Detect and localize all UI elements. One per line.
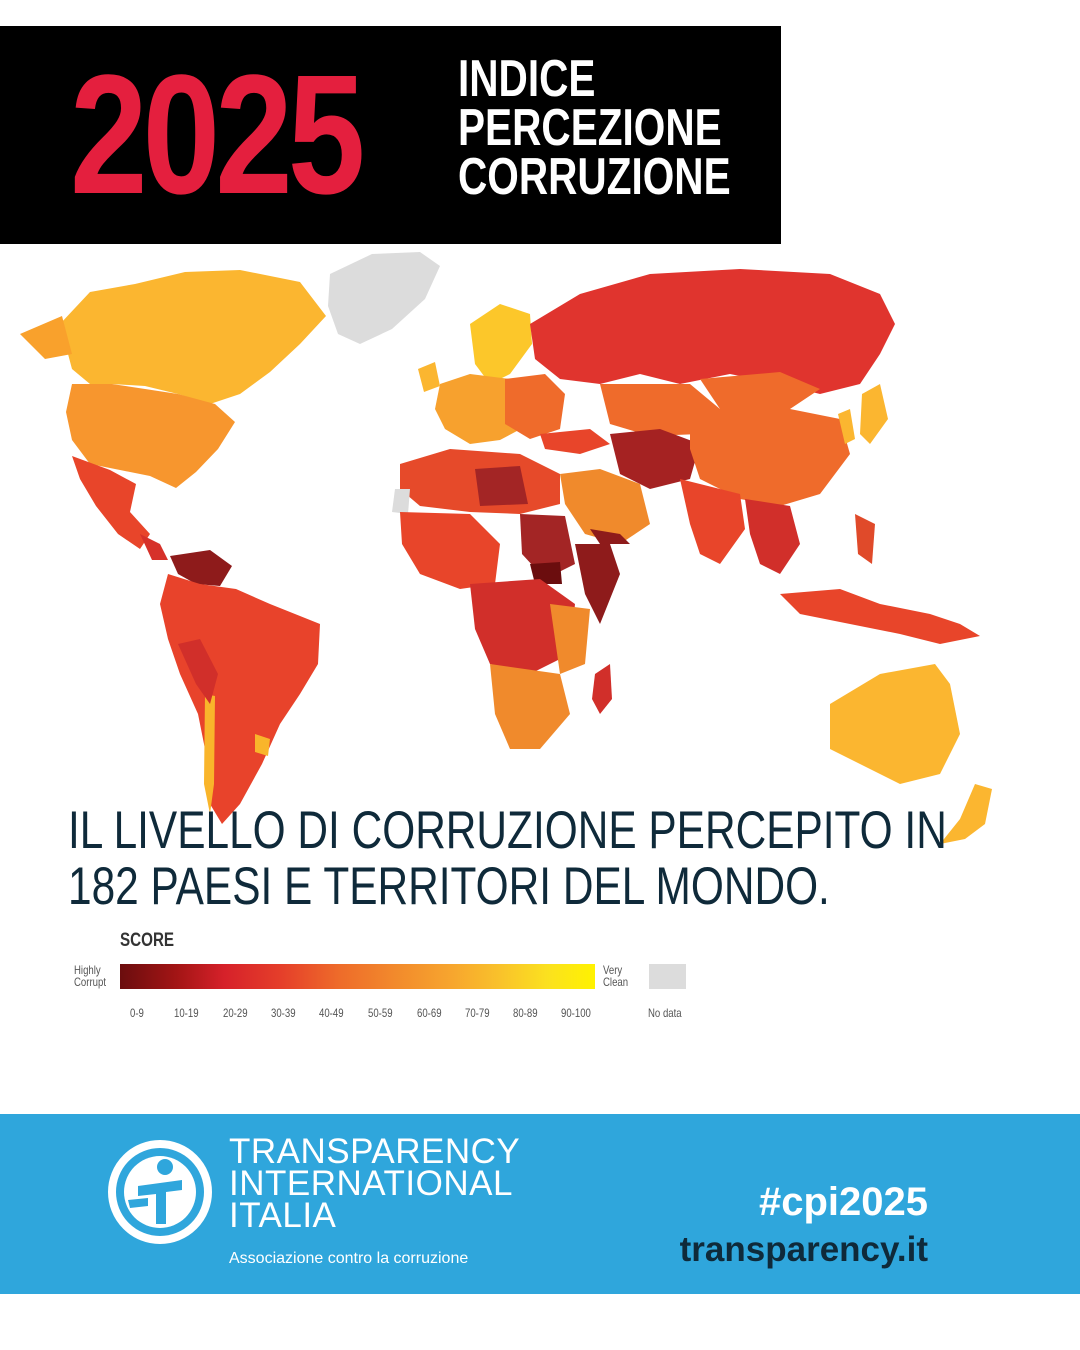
hashtag[interactable]: #cpi2025 [758,1180,928,1224]
map-usa [66,384,235,488]
map-libya [475,466,528,506]
score-legend: SCORE Highly Corrupt Very Clean 0-9 10-1… [70,930,710,1030]
legend-no-data-swatch [649,964,686,989]
map-subtitle: IL LIVELLO DI CORRUZIONE PERCEPITO IN 18… [68,803,947,915]
map-yemen-somalia [590,529,630,544]
legend-high-label-line-2: Clean [603,975,629,989]
map-southern-africa [490,664,570,749]
map-chile-uruguay [204,694,270,814]
legend-tick: 70-79 [465,1006,490,1020]
map-central-africa [470,579,575,674]
legend-title: SCORE [120,930,175,951]
map-andes [178,639,218,704]
header-banner [0,26,781,244]
map-western-sahara [392,489,410,514]
legend-tick: 20-29 [223,1006,248,1020]
map-russia [530,269,895,394]
map-australia [830,664,960,784]
map-greenland [328,252,440,344]
legend-tick: 90-100 [561,1006,591,1020]
legend-tick: 50-59 [368,1006,393,1020]
legend-no-data-label: No data [648,1006,682,1020]
map-central-america [140,534,168,560]
legend-tick: 0-9 [130,1006,144,1020]
legend-low-label-line-2: Corrupt [74,975,107,989]
map-sudan [520,514,575,579]
title-line-1: INDICE [458,50,596,108]
legend-tick: 40-49 [319,1006,344,1020]
map-eastern-europe [505,374,565,439]
map-philippines [855,514,875,564]
map-korea-japan [838,384,888,444]
year-title: 2025 [70,40,365,230]
legend-high-label-line-1: Very [603,963,623,977]
legend-tick: 80-89 [513,1006,538,1020]
map-india [680,479,745,564]
world-corruption-map [20,252,992,844]
map-china [690,409,850,506]
organization-name: TRANSPARENCY INTERNATIONAL ITALIA [229,1132,521,1235]
legend-low-label-line-1: Highly [74,963,101,977]
index-title: INDICE PERCEZIONE CORRUZIONE [458,50,731,206]
subtitle-line-1: IL LIVELLO DI CORRUZIONE PERCEPITO IN [68,801,947,860]
map-new-zealand [940,784,992,844]
map-madagascar [592,664,612,714]
map-venezuela-area [170,550,232,586]
legend-ticks: 0-9 10-19 20-29 30-39 40-49 50-59 60-69 … [120,1006,700,1022]
map-scandinavia [470,304,532,384]
title-line-2: PERCEZIONE [458,99,722,157]
legend-tick: 10-19 [174,1006,199,1020]
legend-gradient-bar [120,964,595,989]
subtitle-line-2: 182 PAESI E TERRITORI DEL MONDO. [68,857,830,916]
map-east-africa [550,604,590,674]
title-line-3: CORRUZIONE [458,148,731,206]
map-mexico [72,456,150,549]
globe-figure-logo-icon [108,1140,212,1244]
map-arabian-peninsula [560,469,650,544]
map-iran-afghanistan [610,429,700,489]
map-south-sudan [530,562,562,584]
map-horn-of-africa [575,544,620,624]
map-west-africa [400,512,500,589]
map-canada [60,270,326,404]
legend-tick: 60-69 [417,1006,442,1020]
website-link[interactable]: transparency.it [679,1230,928,1269]
map-south-america [160,574,320,824]
org-line-2: INTERNATIONAL [229,1164,513,1203]
map-uk-ireland [418,362,440,392]
legend-high-label: Very Clean [603,964,628,988]
map-mongolia [700,372,820,409]
org-line-1: TRANSPARENCY [229,1132,521,1171]
org-tagline: Associazione contro la corruzione [229,1250,469,1267]
map-turkey [540,429,610,454]
map-indonesia [780,589,980,644]
org-line-3: ITALIA [229,1196,337,1235]
legend-low-label: Highly Corrupt [74,964,106,988]
footer-bar: TRANSPARENCY INTERNATIONAL ITALIA Associ… [0,1114,1080,1294]
map-alaska [20,316,72,359]
legend-tick: 30-39 [271,1006,296,1020]
map-southeast-asia [745,499,800,574]
